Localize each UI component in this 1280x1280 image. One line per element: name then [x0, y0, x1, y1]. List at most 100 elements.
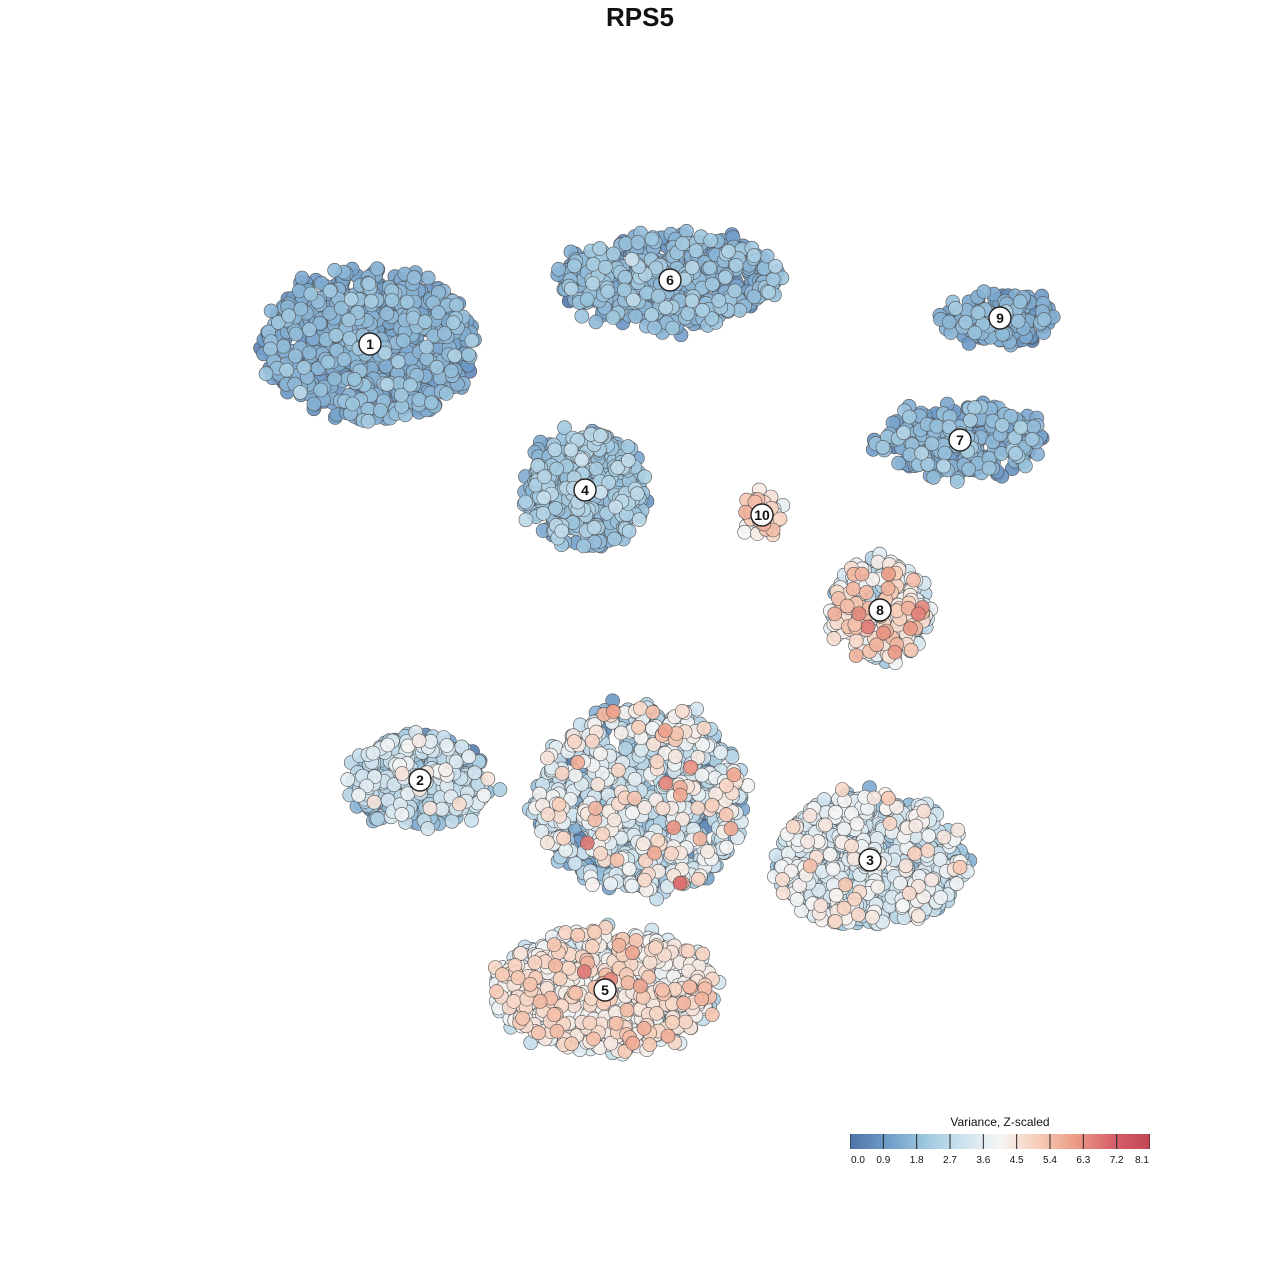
data-point [292, 385, 308, 400]
data-point [921, 828, 937, 844]
data-point [394, 807, 410, 822]
data-point [1024, 431, 1040, 447]
data-point [958, 314, 974, 330]
data-point [411, 733, 427, 749]
data-point [588, 314, 604, 330]
data-point [948, 301, 963, 316]
data-point [768, 258, 783, 274]
data-point [287, 348, 303, 364]
data-point [970, 305, 986, 321]
data-point [593, 746, 608, 762]
data-point [419, 339, 434, 355]
data-point [263, 341, 278, 357]
data-point [586, 520, 602, 535]
data-point [621, 523, 637, 539]
data-point [535, 506, 551, 521]
data-point [444, 813, 460, 829]
data-point [275, 338, 291, 354]
data-point [713, 745, 729, 760]
data-point [684, 293, 700, 309]
data-point [963, 412, 978, 428]
data-point [340, 772, 356, 787]
data-point [737, 524, 752, 540]
data-point [926, 469, 941, 485]
data-point [949, 876, 964, 892]
data-point [369, 261, 385, 277]
data-point [849, 816, 865, 832]
data-point [625, 805, 640, 821]
data-point [551, 261, 566, 277]
data-point [644, 307, 659, 323]
data-point [621, 861, 637, 877]
data-point [630, 235, 646, 250]
data-point [558, 842, 573, 858]
data-point [941, 314, 957, 330]
data-point [447, 348, 463, 364]
data-point [395, 333, 411, 349]
data-point [937, 445, 953, 461]
data-point [665, 320, 681, 336]
data-point [789, 892, 805, 907]
data-point [380, 737, 395, 753]
data-point [967, 400, 983, 415]
data-point [429, 359, 445, 375]
point-layer [253, 224, 1061, 1062]
data-point [563, 442, 579, 458]
data-point [929, 418, 945, 434]
data-point [675, 236, 690, 251]
data-point [608, 499, 623, 515]
data-point [627, 771, 643, 787]
data-point [258, 366, 274, 382]
data-point [328, 327, 344, 343]
data-point [624, 878, 640, 894]
data-point [343, 291, 359, 307]
data-point [537, 469, 552, 485]
data-point [717, 270, 733, 285]
data-point [658, 300, 674, 315]
data-point [746, 248, 762, 263]
data-point [379, 377, 395, 392]
data-point [761, 284, 777, 300]
data-point [1030, 446, 1045, 462]
data-point [896, 425, 911, 441]
data-point [949, 474, 965, 489]
data-point [620, 452, 636, 468]
data-point [825, 861, 841, 877]
data-point [423, 395, 439, 411]
data-point [438, 762, 453, 778]
data-point [302, 322, 317, 337]
data-point [592, 241, 608, 256]
data-point [711, 293, 727, 308]
data-point [680, 306, 696, 321]
data-point [647, 320, 662, 335]
data-point [600, 284, 616, 299]
data-point [605, 310, 621, 325]
data-point [373, 403, 388, 418]
data-point [644, 231, 660, 247]
data-point [288, 326, 304, 342]
data-point [281, 308, 297, 324]
data-point [727, 283, 743, 299]
data-point [347, 371, 362, 387]
data-point [420, 821, 436, 836]
data-point [379, 306, 395, 321]
data-point [637, 469, 653, 485]
data-point [631, 512, 647, 527]
data-point [620, 439, 636, 454]
data-point [895, 898, 911, 914]
data-point [719, 839, 734, 855]
data-point [703, 233, 719, 248]
chart-title: RPS5 [606, 2, 674, 32]
data-point [629, 486, 645, 502]
data-point [536, 490, 552, 506]
data-point [875, 439, 891, 455]
data-point [567, 768, 583, 783]
data-point [585, 276, 601, 291]
data-point [828, 804, 843, 820]
data-point [633, 742, 649, 758]
data-point [688, 243, 704, 258]
data-point [976, 284, 992, 300]
data-point [554, 523, 570, 539]
data-point [384, 293, 400, 308]
